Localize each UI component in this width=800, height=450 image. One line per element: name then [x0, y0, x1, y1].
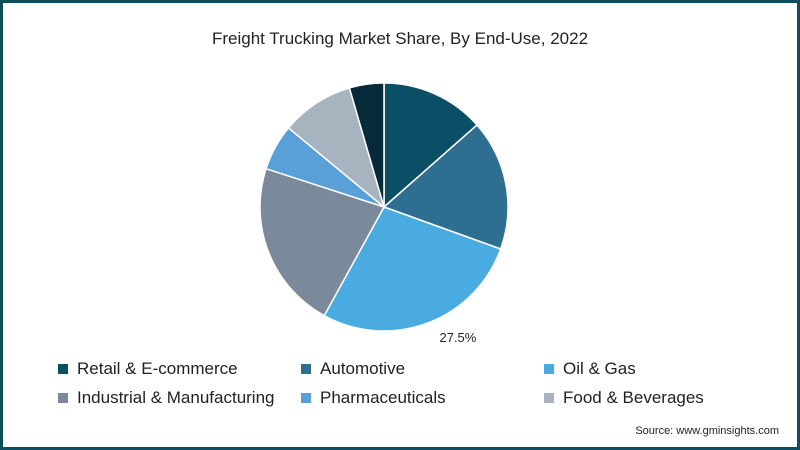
legend-label: Food & Beverages	[563, 388, 704, 407]
legend-item-automotive: Automotive	[301, 359, 544, 379]
legend-label: Retail & E-commerce	[77, 359, 238, 378]
legend-item-pharmaceuticals: Pharmaceuticals	[301, 388, 544, 408]
legend-label: Pharmaceuticals	[320, 388, 446, 407]
legend-label: Automotive	[320, 359, 406, 378]
legend-item-retail-ecommerce: Retail & E-commerce	[58, 359, 301, 379]
legend-item-oil-gas: Oil & Gas	[544, 359, 758, 379]
legend-label: Industrial & Manufacturing	[77, 388, 275, 407]
legend-item-food-beverages: Food & Beverages	[544, 388, 758, 408]
legend-swatch	[544, 364, 554, 374]
source-note: Source: www.gminsights.com	[635, 425, 779, 437]
pie-slice	[259, 167, 386, 317]
legend-swatch	[58, 393, 68, 403]
pie-slice	[348, 82, 385, 208]
legend-swatch	[544, 393, 554, 403]
legend-item-industrial-manufacturing: Industrial & Manufacturing	[58, 388, 301, 408]
legend-swatch	[301, 364, 311, 374]
slice-data-label: 27.5%	[439, 330, 476, 345]
pie-slice	[383, 82, 479, 209]
pie-chart: 27.5%	[259, 82, 509, 345]
legend-swatch	[301, 393, 311, 403]
pie-slice	[323, 206, 502, 332]
chart-title: Freight Trucking Market Share, By End-Us…	[211, 29, 589, 48]
legend-label: Oil & Gas	[563, 359, 636, 378]
legend: Retail & E-commerce Automotive Oil & Gas…	[58, 359, 758, 408]
legend-swatch	[58, 364, 68, 374]
